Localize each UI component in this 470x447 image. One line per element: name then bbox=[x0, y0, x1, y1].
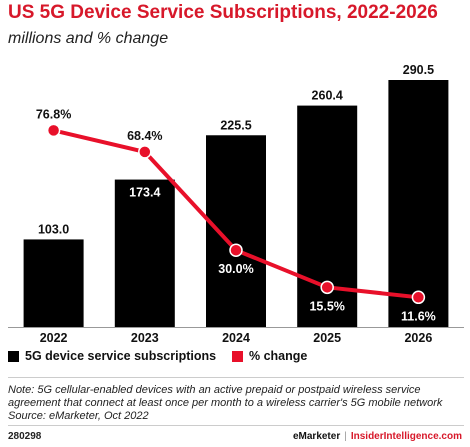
x-tick-2022: 2022 bbox=[40, 331, 68, 345]
note-line-1: Note: 5G cellular-enabled devices with a… bbox=[8, 384, 421, 396]
point-2022 bbox=[46, 123, 61, 138]
x-tick-2025: 2025 bbox=[313, 331, 341, 345]
line-label-2022: 76.8% bbox=[36, 107, 71, 121]
legend-item-percent-change: % change bbox=[232, 349, 307, 363]
source-note: Source: eMarketer, Oct 2022 bbox=[8, 410, 149, 422]
point-2025 bbox=[320, 280, 334, 295]
bar-label-2023: 173.4 bbox=[129, 186, 160, 200]
bar-2026 bbox=[388, 80, 449, 327]
line-label-2024: 30.0% bbox=[218, 262, 253, 276]
note-line-2: agreement that connect at least once per… bbox=[8, 397, 443, 409]
notes-divider bbox=[8, 377, 464, 378]
chart-title: US 5G Device Service Subscriptions, 2022… bbox=[8, 2, 438, 23]
brand-credit: eMarketer | InsiderIntelligence.com bbox=[293, 431, 462, 442]
brand-emarketer: eMarketer bbox=[292, 431, 341, 442]
point-2023 bbox=[138, 145, 152, 159]
bar-2022 bbox=[23, 239, 84, 327]
line-label-2026: 11.6% bbox=[401, 309, 436, 323]
chart-plot: 103.0 173.4 225.5 260.4 290.5 2022 2023 2024 202… bbox=[8, 63, 464, 345]
bar-label-2026: 290.5 bbox=[403, 63, 434, 77]
bar-label-2024: 225.5 bbox=[220, 118, 251, 132]
bar-label-2025: 260.4 bbox=[312, 89, 343, 103]
footer-divider bbox=[8, 425, 464, 426]
legend-label-line: % change bbox=[249, 349, 308, 363]
chart-subtitle: millions and % change bbox=[8, 30, 169, 47]
legend-label-bars: 5G device service subscriptions bbox=[25, 349, 217, 363]
brand-insider-intelligence: InsiderIntelligence.com bbox=[350, 431, 462, 442]
x-tick-2023: 2023 bbox=[131, 331, 159, 345]
brand-separator: | bbox=[344, 431, 347, 442]
line-label-2023: 68.4% bbox=[127, 129, 162, 143]
x-tick-2024: 2024 bbox=[222, 331, 250, 345]
bar-2023 bbox=[114, 179, 175, 327]
bar-2024 bbox=[206, 135, 266, 327]
legend-swatch-line bbox=[232, 350, 243, 362]
point-2024 bbox=[229, 243, 243, 257]
legend-item-subscriptions: 5G device service subscriptions bbox=[8, 349, 216, 363]
bar-label-2022: 103.0 bbox=[38, 222, 69, 236]
legend-swatch-bars bbox=[8, 350, 19, 362]
chart-id: 280298 bbox=[8, 431, 42, 442]
x-tick-2026: 2026 bbox=[404, 331, 432, 345]
line-label-2025: 15.5% bbox=[309, 299, 344, 313]
point-2026 bbox=[411, 290, 426, 305]
